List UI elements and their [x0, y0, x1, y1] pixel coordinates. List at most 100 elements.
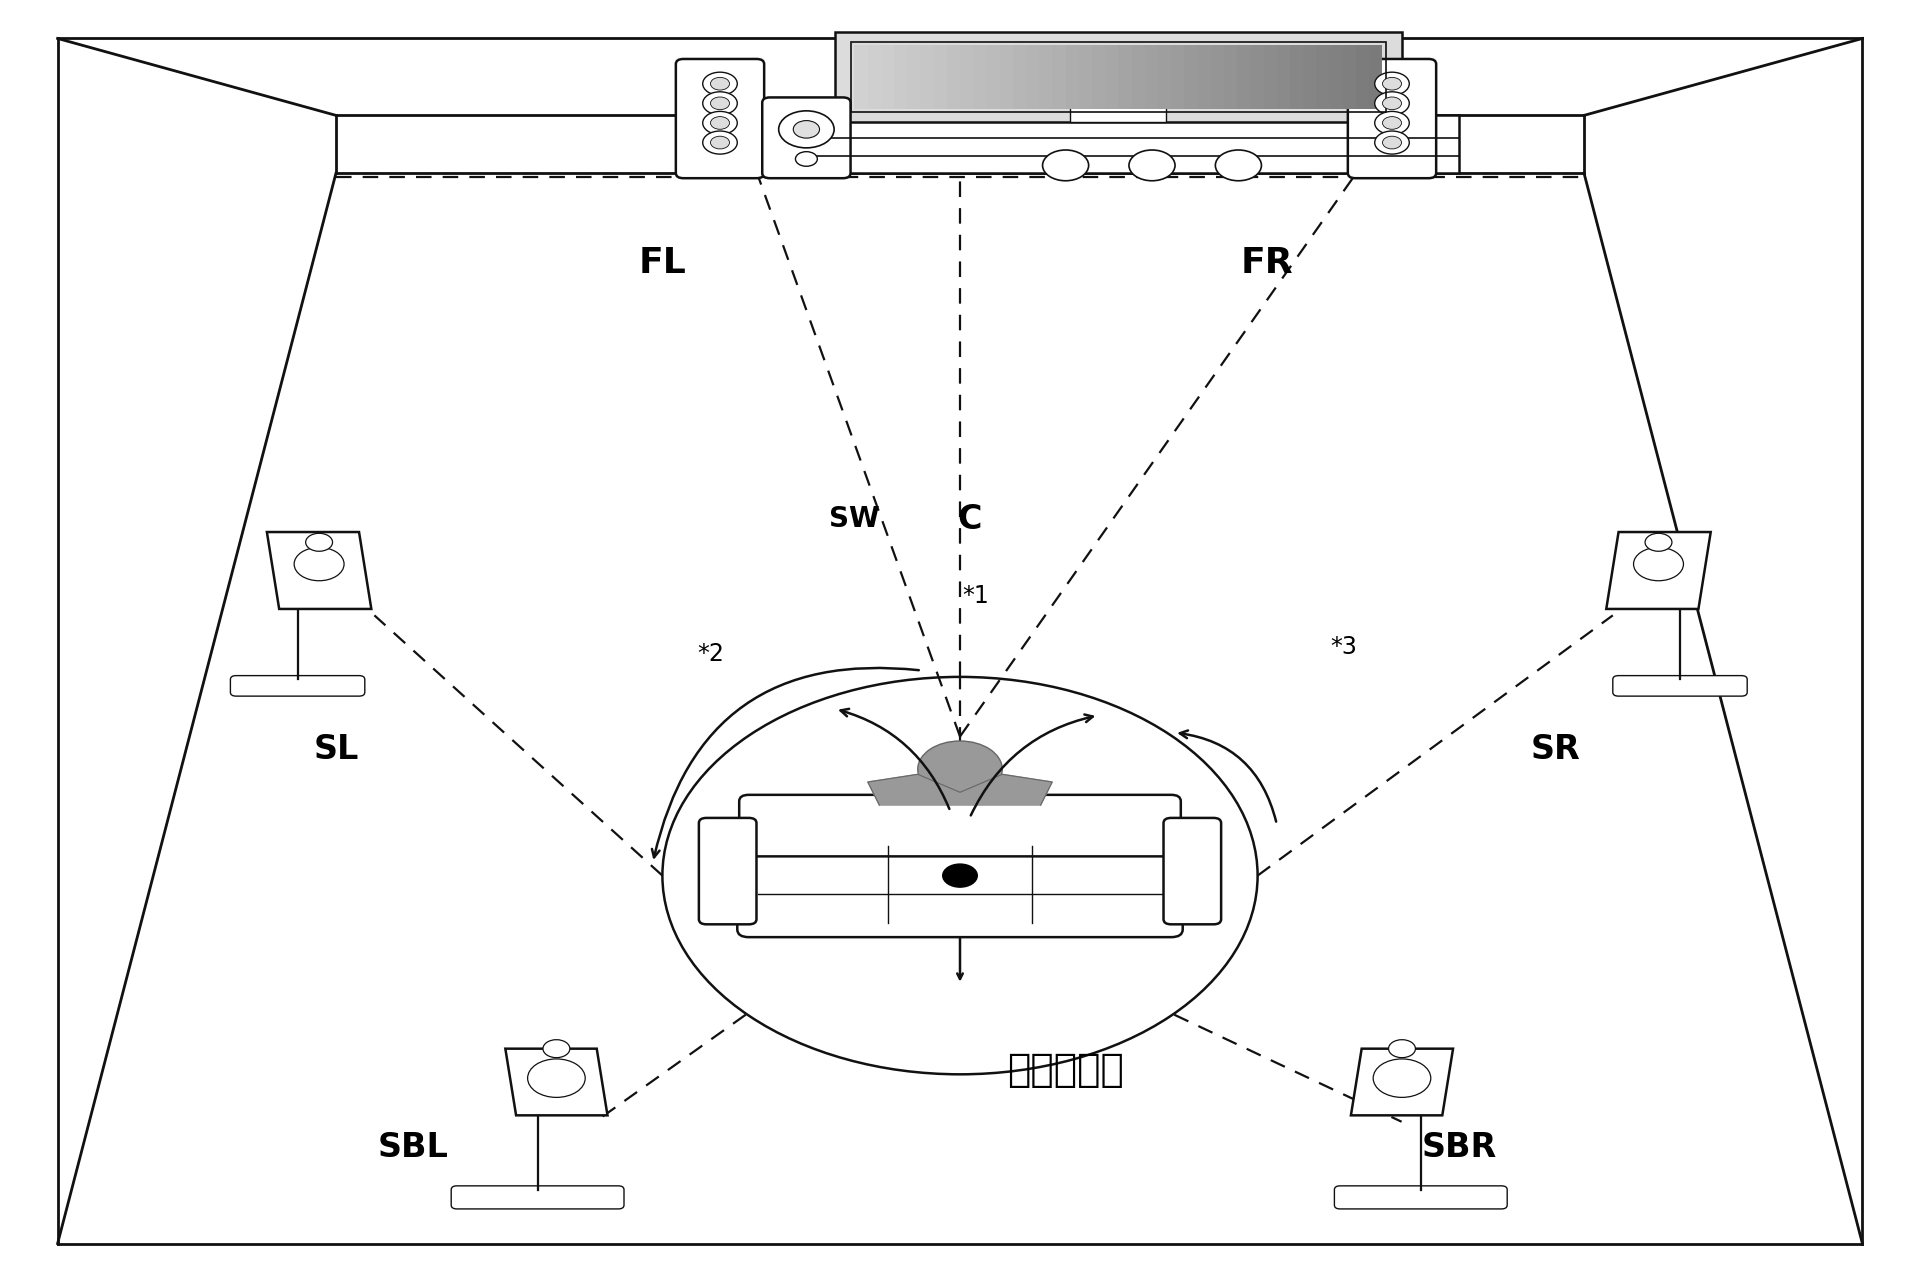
Bar [973, 45, 987, 109]
Polygon shape [1607, 532, 1711, 609]
Text: 主视听位置: 主视听位置 [1008, 1051, 1123, 1090]
Bar [1066, 45, 1079, 109]
Circle shape [1382, 136, 1402, 149]
Bar [1342, 45, 1356, 109]
Polygon shape [267, 532, 371, 609]
Bar [987, 45, 1000, 109]
Text: SW: SW [829, 505, 879, 533]
Bar [1106, 45, 1117, 109]
Bar [1198, 45, 1212, 109]
Text: FL: FL [639, 246, 685, 279]
FancyArrowPatch shape [841, 709, 948, 809]
Circle shape [703, 112, 737, 135]
Bar [806, 115, 1459, 173]
Circle shape [528, 1059, 586, 1097]
Circle shape [1215, 150, 1261, 181]
Circle shape [780, 110, 833, 147]
Bar [1290, 45, 1304, 109]
FancyArrowPatch shape [653, 668, 920, 858]
Circle shape [710, 97, 730, 110]
Circle shape [1373, 1059, 1430, 1097]
Text: FR: FR [1240, 246, 1294, 279]
Circle shape [1382, 97, 1402, 110]
Bar [933, 45, 947, 109]
Circle shape [703, 72, 737, 95]
Bar [1117, 45, 1131, 109]
Circle shape [543, 1040, 570, 1058]
Text: SBR: SBR [1421, 1131, 1498, 1164]
Text: *3: *3 [1331, 636, 1357, 659]
FancyBboxPatch shape [739, 795, 1181, 856]
Bar [1079, 45, 1092, 109]
FancyBboxPatch shape [1334, 1186, 1507, 1209]
Circle shape [795, 151, 818, 167]
Circle shape [1382, 117, 1402, 129]
Circle shape [1043, 150, 1089, 181]
Polygon shape [1352, 1049, 1453, 1115]
Circle shape [1375, 72, 1409, 95]
FancyBboxPatch shape [1164, 818, 1221, 924]
Bar [1092, 45, 1106, 109]
FancyArrowPatch shape [972, 714, 1092, 815]
Circle shape [1129, 150, 1175, 181]
FancyBboxPatch shape [676, 59, 764, 178]
Text: *1: *1 [962, 585, 989, 608]
Circle shape [703, 131, 737, 154]
Bar [947, 45, 960, 109]
Bar [908, 45, 920, 109]
Circle shape [294, 547, 344, 581]
Bar [1171, 45, 1185, 109]
Bar [1369, 45, 1382, 109]
Bar [1071, 99, 1167, 122]
Circle shape [1375, 112, 1409, 135]
Bar [1052, 45, 1066, 109]
Polygon shape [505, 1049, 607, 1115]
Bar [851, 42, 1386, 112]
Bar [1356, 45, 1369, 109]
Bar [1158, 45, 1171, 109]
Bar [1025, 45, 1039, 109]
Bar [1144, 45, 1158, 109]
FancyBboxPatch shape [451, 1186, 624, 1209]
Bar [1236, 45, 1250, 109]
Bar [1039, 45, 1052, 109]
Bar [1277, 45, 1290, 109]
Polygon shape [868, 774, 1052, 805]
Circle shape [793, 121, 820, 138]
Circle shape [1382, 77, 1402, 90]
Circle shape [1645, 533, 1672, 551]
FancyBboxPatch shape [737, 832, 1183, 937]
Circle shape [710, 77, 730, 90]
Bar [835, 32, 1402, 122]
Circle shape [703, 92, 737, 115]
Bar [1263, 45, 1277, 109]
Bar [1250, 45, 1263, 109]
Text: SR: SR [1530, 733, 1580, 767]
FancyArrowPatch shape [1179, 731, 1277, 822]
Bar [895, 45, 908, 109]
Bar [868, 45, 881, 109]
Bar [960, 45, 973, 109]
FancyBboxPatch shape [699, 818, 756, 924]
FancyBboxPatch shape [230, 676, 365, 696]
Text: SBL: SBL [378, 1131, 447, 1164]
Text: SL: SL [313, 733, 359, 767]
Circle shape [710, 136, 730, 149]
Circle shape [305, 533, 332, 551]
Circle shape [1375, 92, 1409, 115]
Bar [920, 45, 933, 109]
Bar [1131, 45, 1144, 109]
Text: *2: *2 [697, 642, 724, 665]
Text: C: C [958, 503, 981, 536]
Circle shape [1634, 547, 1684, 581]
Circle shape [710, 117, 730, 129]
Bar [854, 45, 868, 109]
Bar [1185, 45, 1198, 109]
Circle shape [1388, 1040, 1415, 1058]
FancyBboxPatch shape [1613, 676, 1747, 696]
Circle shape [918, 741, 1002, 797]
Bar [1014, 45, 1025, 109]
Bar [881, 45, 895, 109]
FancyBboxPatch shape [1348, 59, 1436, 178]
Bar [1304, 45, 1317, 109]
